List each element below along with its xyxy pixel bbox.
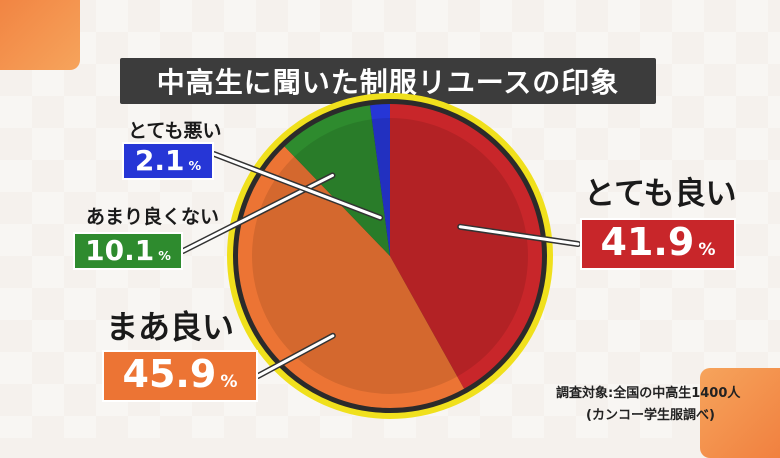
- slice-value-very-bad: 2.1%: [122, 142, 214, 180]
- pie-slice-very-good: [390, 104, 542, 389]
- percent-sign: %: [158, 248, 171, 263]
- pie-slice-not-so-good: [284, 105, 390, 256]
- leader-lines: [180, 151, 581, 379]
- pie-slice-very-bad-shade: [371, 118, 390, 256]
- source-line-1: 調査対象:全国の中高生1400人: [556, 386, 741, 401]
- slice-label-not-so-good: あまり良くない: [86, 206, 220, 228]
- pie-slice-not-so-good-shade: [294, 119, 390, 256]
- slice-label-very-good: とても良い: [584, 176, 737, 212]
- slice-value-very-good: 41.9%: [580, 218, 736, 270]
- slice-label-fairly-good: まあ良い: [106, 308, 235, 346]
- percent-sign: %: [698, 240, 716, 260]
- corner-decoration-top-left: [0, 0, 80, 70]
- pie-slice-very-bad: [370, 104, 390, 256]
- slice-value-number: 41.9: [600, 220, 695, 264]
- percent-sign: %: [188, 158, 202, 173]
- pie-chart: [180, 93, 581, 419]
- slice-value-number: 10.1: [85, 234, 155, 267]
- pie-slices: [237, 104, 542, 408]
- pie-inner-shading: [252, 118, 528, 394]
- slice-value-number: 45.9: [122, 352, 217, 396]
- leader-very-bad: [212, 152, 382, 220]
- leader-fairly-good: [256, 334, 335, 378]
- slice-value-not-so-good: 10.1%: [73, 232, 183, 270]
- slice-label-very-bad: とても悪い: [128, 120, 222, 142]
- pie-slice-fairly-good-shade: [252, 156, 458, 394]
- pie-slice-very-good-shade: [390, 118, 528, 377]
- slice-value-fairly-good: 45.9%: [102, 350, 258, 402]
- leader-very-good: [458, 225, 580, 246]
- slice-value-number: 2.1: [134, 144, 185, 177]
- pie-slice-fairly-good: [237, 146, 465, 408]
- source-line-2: (カンコー学生服調べ): [586, 408, 715, 423]
- percent-sign: %: [220, 372, 238, 392]
